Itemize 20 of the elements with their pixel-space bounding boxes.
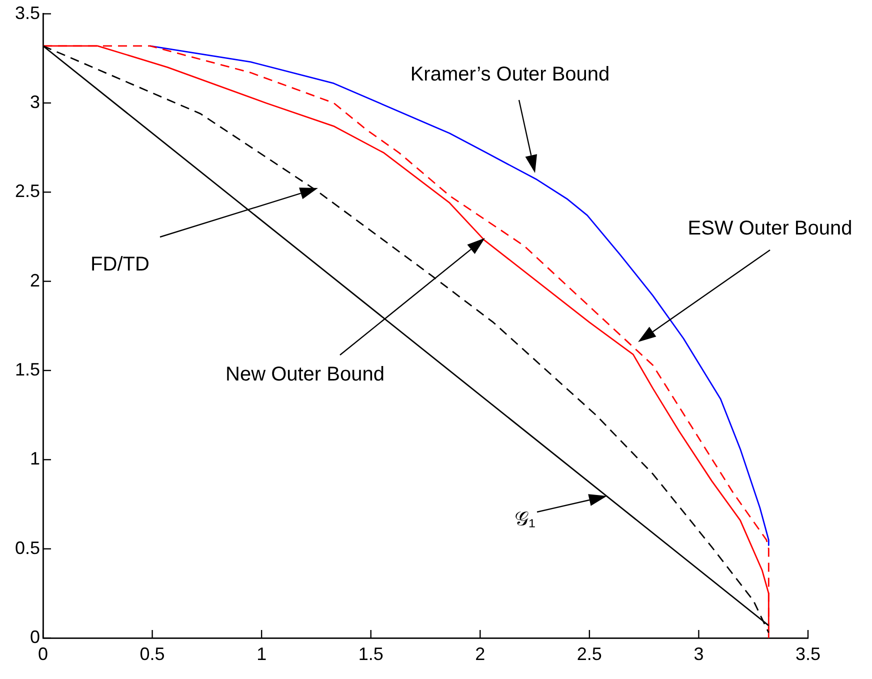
y-tick-label: 0.5 <box>14 538 40 558</box>
x-tick-label: 2.5 <box>576 644 602 664</box>
y-tick-label: 1 <box>30 448 40 469</box>
annotation: ESW Outer Bound <box>688 218 852 240</box>
annotation: New Outer Bound <box>226 364 384 386</box>
y-tick-label: 1.5 <box>14 359 40 380</box>
y-tick-label: 2.5 <box>14 181 40 202</box>
x-tick-label: 3.5 <box>795 644 821 664</box>
x-tick-label: 3 <box>694 644 704 664</box>
annotation: FD/TD <box>90 254 150 276</box>
annotation: 𝒢₁ <box>514 508 536 532</box>
x-tick-label: 0.5 <box>140 644 165 664</box>
y-tick-label: 2 <box>30 270 40 290</box>
y-tick-label: 3 <box>30 92 40 112</box>
x-tick-label: 1.5 <box>358 644 384 664</box>
y-tick-label: 3.5 <box>14 2 40 23</box>
annotation: Kramer’s Outer Bound <box>410 64 610 86</box>
y-tick-label: 0 <box>30 626 40 647</box>
x-tick-label: 2 <box>475 644 486 664</box>
x-tick-label: 1 <box>256 644 267 664</box>
